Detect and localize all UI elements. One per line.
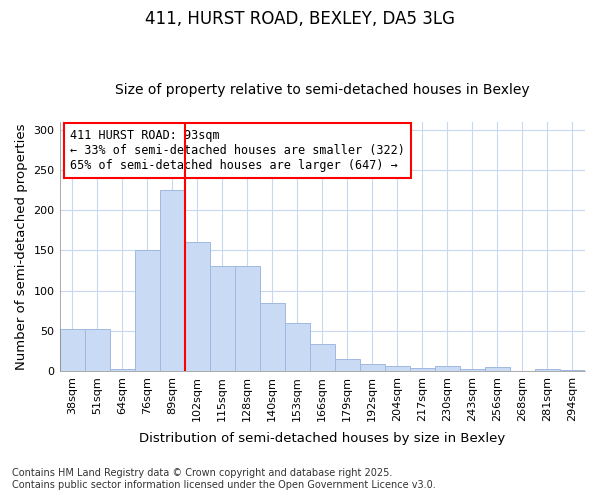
Y-axis label: Number of semi-detached properties: Number of semi-detached properties — [15, 123, 28, 370]
Bar — [235, 266, 260, 371]
Bar — [134, 250, 160, 371]
Bar — [485, 367, 510, 371]
Bar — [260, 302, 285, 371]
Bar — [209, 266, 235, 371]
Bar — [160, 190, 185, 371]
Bar — [185, 242, 209, 371]
Bar — [435, 366, 460, 371]
X-axis label: Distribution of semi-detached houses by size in Bexley: Distribution of semi-detached houses by … — [139, 432, 505, 445]
Bar — [310, 344, 335, 371]
Text: 411 HURST ROAD: 93sqm
← 33% of semi-detached houses are smaller (322)
65% of sem: 411 HURST ROAD: 93sqm ← 33% of semi-deta… — [70, 130, 405, 172]
Bar — [59, 329, 85, 371]
Bar — [335, 359, 360, 371]
Text: 411, HURST ROAD, BEXLEY, DA5 3LG: 411, HURST ROAD, BEXLEY, DA5 3LG — [145, 10, 455, 28]
Text: Contains HM Land Registry data © Crown copyright and database right 2025.
Contai: Contains HM Land Registry data © Crown c… — [12, 468, 436, 490]
Title: Size of property relative to semi-detached houses in Bexley: Size of property relative to semi-detach… — [115, 83, 530, 97]
Bar — [285, 322, 310, 371]
Bar — [535, 370, 560, 371]
Bar — [385, 366, 410, 371]
Bar — [360, 364, 385, 371]
Bar — [110, 370, 134, 371]
Bar — [560, 370, 585, 371]
Bar — [460, 370, 485, 371]
Bar — [410, 368, 435, 371]
Bar — [85, 329, 110, 371]
